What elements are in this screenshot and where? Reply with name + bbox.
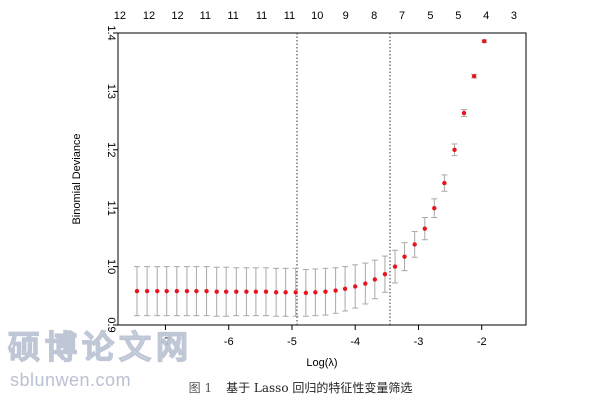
data-point	[392, 264, 398, 269]
data-point	[164, 288, 169, 294]
data-point	[382, 271, 388, 277]
data-point	[452, 147, 457, 152]
data-point	[353, 284, 358, 289]
watermark-title: 硕博论文网	[7, 327, 194, 366]
data-point	[342, 286, 348, 291]
figure-number: 图 1	[188, 381, 213, 395]
error-bars	[133, 39, 488, 317]
figure-caption: 图 1 基于 Lasso 回归的特征性变量筛选	[0, 379, 601, 396]
data-point	[155, 288, 160, 294]
top-axis-label: 10	[311, 10, 323, 22]
top-axis-variable-counts: 12 12 12 11 11 11 11 10 9 8 7 5 5 4 3	[114, 10, 517, 22]
data-point	[214, 289, 219, 294]
data-point	[263, 289, 269, 294]
x-tick-label: -5	[287, 336, 297, 348]
top-axis-label: 9	[343, 10, 349, 22]
data-point	[313, 290, 318, 295]
data-point	[363, 281, 368, 286]
x-tick-label: -3	[414, 336, 424, 348]
top-axis-label: 3	[511, 10, 517, 22]
y-tick-label: 1.2	[105, 142, 117, 157]
x-axis-title: Log(λ)	[306, 357, 337, 369]
top-axis-label: 11	[284, 10, 295, 22]
data-point	[223, 289, 229, 294]
y-axis: 0.9 1.0 1.1 1.2 1.3 1.4	[105, 25, 118, 333]
y-tick-label: 0.9	[105, 317, 117, 332]
data-point	[372, 277, 378, 282]
plot-frame	[117, 32, 527, 326]
y-tick-label: 1.1	[105, 201, 117, 216]
y-tick-label: 1.4	[105, 25, 117, 40]
top-axis-label: 12	[114, 10, 126, 22]
watermark-url: sblunwen.com	[10, 370, 132, 390]
data-point	[273, 290, 279, 295]
x-tick-label: -6	[224, 336, 234, 348]
data-point	[293, 290, 298, 295]
caption-text: 基于 Lasso 回归的特征性变量筛选	[226, 381, 413, 395]
data-point	[174, 288, 180, 294]
data-point	[482, 38, 487, 44]
data-point	[283, 290, 288, 295]
top-axis-label: 5	[455, 10, 461, 22]
data-point	[234, 289, 239, 294]
top-axis-label: 12	[171, 10, 183, 22]
top-axis-label: 12	[143, 10, 155, 22]
x-tick-label: -4	[350, 336, 360, 348]
x-axis: -7 -6 -5 -4 -3 -2	[161, 325, 487, 348]
data-point	[432, 206, 437, 211]
y-axis-title: Binomial Deviance	[71, 133, 83, 224]
top-axis-label: 11	[200, 10, 211, 22]
data-point	[134, 288, 140, 294]
data-point	[402, 254, 407, 259]
data-point	[333, 288, 338, 293]
data-point	[204, 288, 209, 294]
data-point	[244, 289, 249, 294]
top-axis-label: 4	[483, 10, 489, 22]
x-tick-label: -2	[477, 336, 487, 348]
data-points	[134, 38, 487, 296]
top-axis-label: 8	[371, 10, 377, 22]
data-point	[303, 290, 309, 296]
y-tick-label: 1.0	[105, 259, 117, 274]
data-point	[471, 74, 477, 79]
data-point	[461, 110, 467, 116]
top-axis-label: 11	[256, 10, 267, 22]
top-axis-label: 11	[227, 10, 238, 22]
top-axis-label: 7	[399, 10, 405, 22]
data-point	[184, 288, 190, 294]
data-point	[422, 226, 427, 231]
y-tick-label: 1.3	[105, 84, 117, 99]
data-point	[194, 288, 199, 294]
data-point	[442, 180, 447, 186]
data-point	[412, 242, 417, 247]
x-tick-label: -7	[161, 336, 171, 348]
data-point	[144, 288, 150, 294]
data-point	[323, 289, 328, 294]
data-point	[253, 289, 259, 294]
top-axis-label: 5	[427, 10, 433, 22]
watermark: 硕博论文网 sblunwen.com	[7, 322, 194, 391]
